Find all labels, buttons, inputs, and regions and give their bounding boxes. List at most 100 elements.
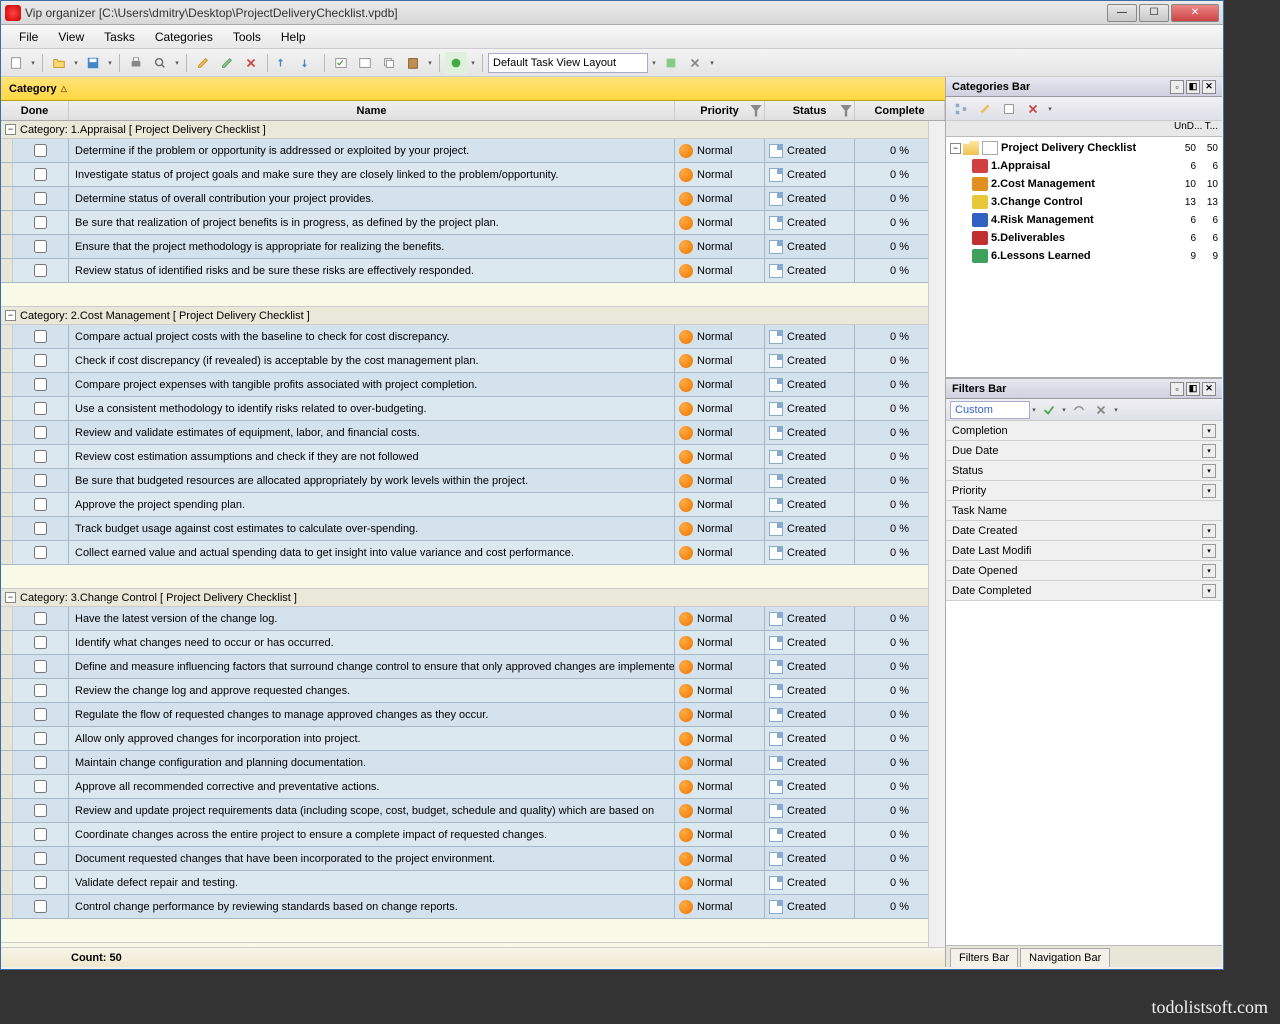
priority-cell[interactable]: Normal [675,373,765,396]
table-row[interactable]: Be sure that budgeted resources are allo… [1,469,945,493]
priority-cell[interactable]: Normal [675,775,765,798]
table-row[interactable]: Review and update project requirements d… [1,799,945,823]
filter-row[interactable]: Task Name [946,501,1222,521]
filter-row[interactable]: Date Created▾ [946,521,1222,541]
dropdown-icon[interactable]: ▾ [106,59,114,67]
name-cell[interactable]: Use a consistent methodology to identify… [69,397,675,420]
name-cell[interactable]: Control change performance by reviewing … [69,895,675,918]
done-cell[interactable] [13,541,69,564]
done-cell[interactable] [13,847,69,870]
priority-cell[interactable]: Normal [675,139,765,162]
done-cell[interactable] [13,895,69,918]
filter-row[interactable]: Status▾ [946,461,1222,481]
menu-tools[interactable]: Tools [223,27,271,47]
name-cell[interactable]: Review and update project requirements d… [69,799,675,822]
close-button[interactable]: ✕ [1171,4,1219,22]
name-cell[interactable]: Investigate status of project goals and … [69,163,675,186]
status-cell[interactable]: Created [765,349,855,372]
done-checkbox[interactable] [34,498,47,511]
tree-root[interactable]: −Project Delivery Checklist5050 [948,139,1220,157]
dropdown-icon[interactable]: ▾ [469,59,477,67]
name-cell[interactable]: Define and measure influencing factors t… [69,655,675,678]
priority-cell[interactable]: Normal [675,679,765,702]
filter-row[interactable]: Date Completed▾ [946,581,1222,601]
done-cell[interactable] [13,799,69,822]
done-cell[interactable] [13,139,69,162]
priority-cell[interactable]: Normal [675,655,765,678]
filter-preset-combo[interactable] [950,401,1030,419]
col-name[interactable]: Name [69,101,675,120]
priority-cell[interactable]: Normal [675,541,765,564]
done-cell[interactable] [13,187,69,210]
clear-icon[interactable] [1068,399,1090,421]
panel-pin-icon[interactable]: ◧ [1186,382,1200,396]
name-cell[interactable]: Allow only approved changes for incorpor… [69,727,675,750]
table-row[interactable]: Determine if the problem or opportunity … [1,139,945,163]
done-checkbox[interactable] [34,378,47,391]
table-row[interactable]: Compare project expenses with tangible p… [1,373,945,397]
priority-cell[interactable]: Normal [675,349,765,372]
group-header[interactable]: −Category: 2.Cost Management [ Project D… [1,307,945,325]
table-row[interactable]: Allow only approved changes for incorpor… [1,727,945,751]
panel-close-icon[interactable]: ✕ [1202,382,1216,396]
table-row[interactable]: Review cost estimation assumptions and c… [1,445,945,469]
priority-cell[interactable]: Normal [675,325,765,348]
name-cell[interactable]: Review and validate estimates of equipme… [69,421,675,444]
menu-tasks[interactable]: Tasks [94,27,145,47]
edit-cat-icon[interactable] [974,98,996,120]
status-cell[interactable]: Created [765,325,855,348]
priority-cell[interactable]: Normal [675,397,765,420]
name-cell[interactable]: Determine status of overall contribution… [69,187,675,210]
done-checkbox[interactable] [34,330,47,343]
priority-cell[interactable]: Normal [675,703,765,726]
table-row[interactable]: Control change performance by reviewing … [1,895,945,919]
done-cell[interactable] [13,373,69,396]
dropdown-icon[interactable]: ▾ [1060,406,1068,414]
status-cell[interactable]: Created [765,895,855,918]
done-cell[interactable] [13,469,69,492]
done-checkbox[interactable] [34,168,47,181]
table-row[interactable]: Validate defect repair and testing.Norma… [1,871,945,895]
table-row[interactable]: Compare actual project costs with the ba… [1,325,945,349]
filter-icon[interactable] [445,52,467,74]
name-cell[interactable]: Maintain change configuration and planni… [69,751,675,774]
grid-body[interactable]: −Category: 1.Appraisal [ Project Deliver… [1,121,945,947]
tab-filters-bar[interactable]: Filters Bar [950,948,1018,967]
apply-icon[interactable] [1038,399,1060,421]
status-cell[interactable]: Created [765,775,855,798]
filter-row[interactable]: Priority▾ [946,481,1222,501]
done-cell[interactable] [13,631,69,654]
dropdown-icon[interactable]: ▾ [650,59,658,67]
done-cell[interactable] [13,211,69,234]
name-cell[interactable]: Approve all recommended corrective and p… [69,775,675,798]
dropdown-icon[interactable]: ▾ [1030,406,1038,414]
status-cell[interactable]: Created [765,541,855,564]
status-cell[interactable]: Created [765,517,855,540]
done-checkbox[interactable] [34,684,47,697]
priority-cell[interactable]: Normal [675,235,765,258]
tree-item[interactable]: 1.Appraisal66 [948,157,1220,175]
name-cell[interactable]: Review status of identified risks and be… [69,259,675,282]
done-checkbox[interactable] [34,402,47,415]
filter-row[interactable]: Due Date▾ [946,441,1222,461]
status-cell[interactable]: Created [765,631,855,654]
done-cell[interactable] [13,421,69,444]
panel-restore-icon[interactable]: ▫ [1170,382,1184,396]
name-cell[interactable]: Validate defect repair and testing. [69,871,675,894]
tree-item[interactable]: 2.Cost Management1010 [948,175,1220,193]
status-cell[interactable]: Created [765,847,855,870]
table-row[interactable]: Review status of identified risks and be… [1,259,945,283]
done-checkbox[interactable] [34,612,47,625]
print-icon[interactable] [125,52,147,74]
tab-navigation-bar[interactable]: Navigation Bar [1020,948,1110,967]
group-by-bar[interactable]: Category △ [1,77,945,101]
done-cell[interactable] [13,397,69,420]
table-row[interactable]: Regulate the flow of requested changes t… [1,703,945,727]
table-row[interactable]: Determine status of overall contribution… [1,187,945,211]
done-checkbox[interactable] [34,708,47,721]
priority-cell[interactable]: Normal [675,823,765,846]
dropdown-icon[interactable]: ▾ [173,59,181,67]
panel-close-icon[interactable]: ✕ [1202,80,1216,94]
name-cell[interactable]: Regulate the flow of requested changes t… [69,703,675,726]
name-cell[interactable]: Review cost estimation assumptions and c… [69,445,675,468]
